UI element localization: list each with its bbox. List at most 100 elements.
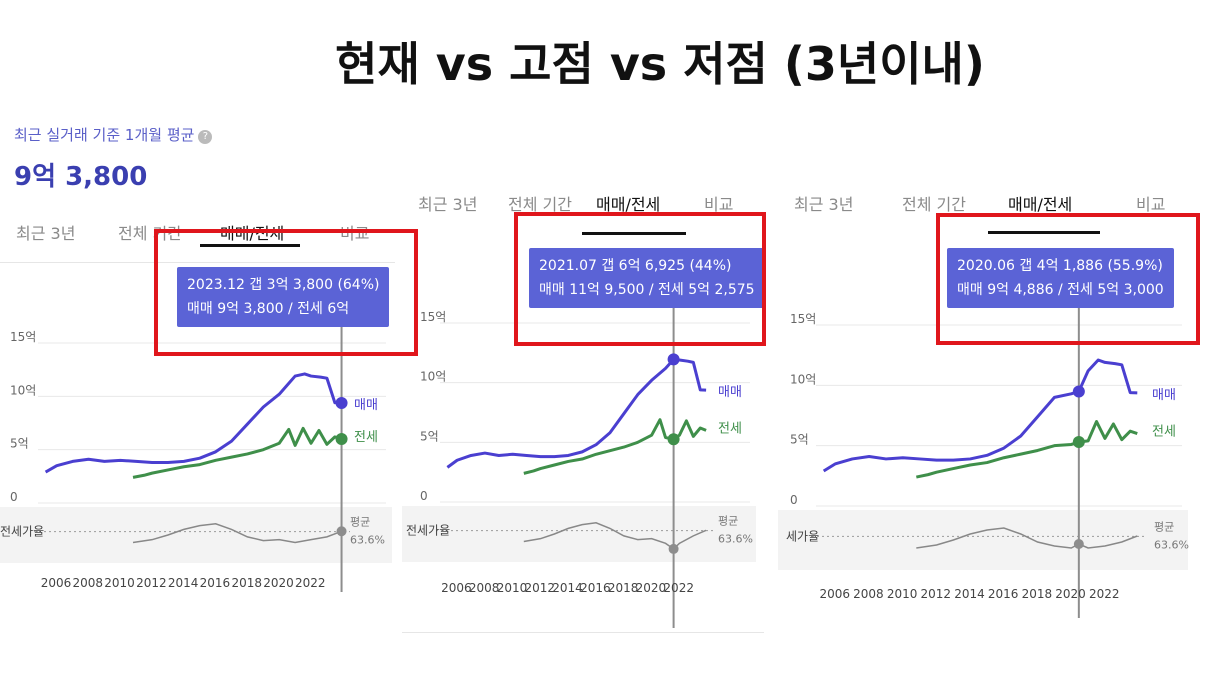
ratio-average-value: 63.6%: [1154, 538, 1189, 551]
tooltip-line-gap: 2021.07 갭 6억 6,925 (44%): [539, 258, 732, 274]
series-label-sale: 매매: [354, 398, 378, 413]
active-tab-indicator: [988, 231, 1100, 234]
y-tick-label: 0: [790, 493, 798, 507]
tab-all-period[interactable]: 전체 기간: [508, 195, 572, 214]
x-tick-label: 2022: [295, 576, 326, 590]
highlight-box: [514, 212, 766, 346]
ratio-band: [778, 510, 1188, 570]
tab-all-period[interactable]: 전체 기간: [118, 224, 182, 243]
x-tick-label: 2006: [819, 587, 850, 601]
x-tick-label: 2014: [954, 587, 985, 601]
y-tick-label: 5억: [10, 437, 29, 451]
ratio-average-label: 평균: [718, 515, 738, 528]
series-label-sale: 매매: [1152, 388, 1176, 403]
active-tab-indicator: [200, 244, 300, 247]
tab-compare[interactable]: 비교: [340, 224, 370, 243]
ratio-band: [0, 507, 392, 563]
y-tick-label: 15억: [790, 312, 816, 326]
chart-tooltip: 2021.07 갭 6억 6,925 (44%) 매매 11억 9,500 / …: [529, 248, 765, 308]
x-tick-label: 2010: [887, 587, 918, 601]
series-line-sale: [44, 372, 342, 474]
y-tick-label: 0: [420, 489, 428, 503]
series-line-jeonse: [132, 426, 343, 479]
x-tick-label: 2010: [104, 576, 135, 590]
ratio-marker-point: [1073, 539, 1084, 549]
tab-sale-jeonse[interactable]: 매매/전세: [220, 224, 285, 243]
series-marker-jeonse: [667, 433, 680, 446]
ratio-label: 전세가율: [0, 525, 44, 539]
active-tab-indicator: [582, 232, 686, 235]
x-tick-label: 2016: [200, 576, 231, 590]
x-tick-label: 2012: [921, 587, 952, 601]
ratio-line: [916, 527, 1138, 549]
tooltip-line-prices: 매매 9억 4,886 / 전세 5억 3,000: [957, 282, 1164, 298]
chart-tooltip: 2020.06 갭 4억 1,886 (55.9%) 매매 9억 4,886 /…: [947, 248, 1174, 308]
series-marker-sale: [667, 353, 680, 366]
series-line-sale: [822, 358, 1138, 473]
tab-sale-jeonse[interactable]: 매매/전세: [596, 195, 661, 214]
tooltip-line-prices: 매매 9억 3,800 / 전세 6억: [187, 301, 350, 317]
ratio-marker-point: [668, 543, 679, 554]
x-tick-label: 2018: [608, 581, 639, 595]
x-tick-label: 2020: [636, 581, 667, 595]
ratio-average-value: 63.6%: [350, 534, 385, 547]
x-tick-label: 2008: [73, 576, 104, 590]
tab-compare[interactable]: 비교: [704, 195, 734, 214]
highlight-box: [936, 213, 1200, 345]
x-tick-label: 2016: [580, 581, 611, 595]
y-tick-label: 5억: [420, 429, 439, 443]
ratio-line: [523, 522, 707, 550]
x-tick-label: 2016: [988, 587, 1019, 601]
series-label-sale: 매매: [718, 385, 742, 400]
y-tick-label: 10억: [420, 370, 446, 384]
x-tick-label: 2022: [1089, 587, 1120, 601]
x-tick-label: 2008: [853, 587, 884, 601]
tab-compare[interactable]: 비교: [1136, 195, 1166, 214]
x-tick-label: 2018: [1022, 587, 1053, 601]
tab-recent-3y[interactable]: 최근 3년: [418, 195, 478, 214]
x-tick-label: 2020: [263, 576, 294, 590]
series-line-jeonse: [916, 420, 1138, 479]
ratio-average-label: 평균: [350, 516, 370, 529]
tab-all-period[interactable]: 전체 기간: [902, 195, 966, 214]
highlight-box: [154, 229, 418, 356]
series-line-sale: [446, 357, 707, 469]
tab-divider: [0, 262, 395, 263]
ratio-average-label: 평균: [1154, 520, 1174, 533]
ratio-line: [132, 523, 342, 544]
series-marker-jeonse: [1072, 436, 1085, 449]
x-tick-label: 2018: [231, 576, 262, 590]
chart-tooltip: 2023.12 갭 3억 3,800 (64%) 매매 9억 3,800 / 전…: [177, 267, 390, 327]
help-icon[interactable]: ?: [198, 130, 213, 144]
x-tick-label: 2006: [41, 576, 72, 590]
series-marker-sale: [1072, 385, 1085, 398]
y-tick-label: 0: [10, 490, 18, 504]
series-label-jeonse: 전세: [1152, 425, 1176, 440]
series-label-jeonse: 전세: [718, 421, 742, 436]
x-tick-label: 2008: [469, 581, 500, 595]
series-marker-jeonse: [335, 433, 348, 445]
summary-label: 최근 실거래 기준 1개월 평균?: [14, 124, 213, 145]
bottom-divider: [402, 632, 764, 633]
page-title: 현재 vs 고점 vs 저점 (3년이내): [335, 37, 985, 91]
tooltip-line-prices: 매매 11억 9,500 / 전세 5억 2,575: [539, 282, 755, 298]
tab-sale-jeonse[interactable]: 매매/전세: [1008, 195, 1073, 214]
ratio-average-value: 63.6%: [718, 533, 753, 546]
x-tick-label: 2012: [524, 581, 555, 595]
y-tick-label: 15억: [10, 330, 36, 344]
x-tick-label: 2014: [168, 576, 199, 590]
summary-value: 9억 3,800: [14, 162, 148, 192]
y-tick-label: 5억: [790, 433, 809, 447]
x-tick-label: 2010: [497, 581, 528, 595]
y-tick-label: 15억: [420, 310, 446, 324]
tab-recent-3y[interactable]: 최근 3년: [16, 224, 76, 243]
x-tick-label: 2020: [1055, 587, 1086, 601]
tab-recent-3y[interactable]: 최근 3년: [794, 195, 854, 214]
y-tick-label: 10억: [790, 372, 816, 386]
tooltip-line-gap: 2023.12 갭 3억 3,800 (64%): [187, 277, 380, 293]
x-tick-label: 2012: [136, 576, 167, 590]
series-label-jeonse: 전세: [354, 430, 378, 445]
